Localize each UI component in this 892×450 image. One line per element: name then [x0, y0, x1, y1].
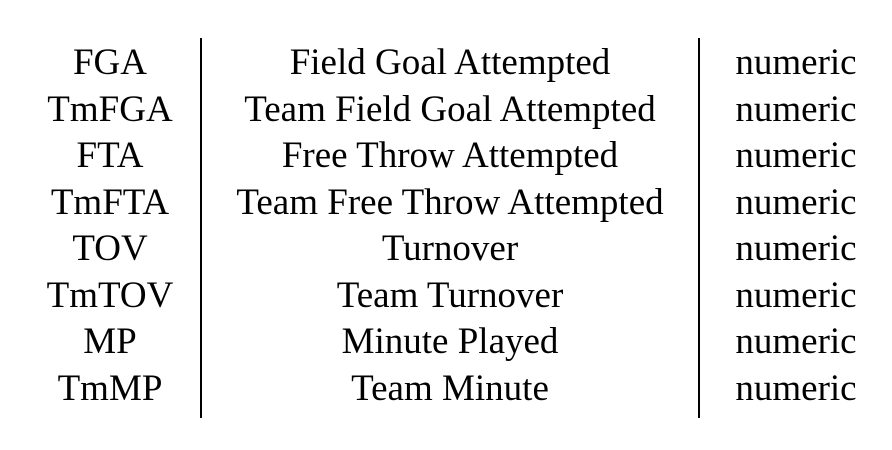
variable-type: numeric	[735, 367, 857, 409]
table-row: FGA Field Goal Attempted numeric	[0, 38, 892, 87]
variable-type: numeric	[735, 321, 857, 362]
variable-abbreviation: TmFTA	[0, 179, 202, 226]
variable-abbreviation: FGA	[0, 38, 202, 87]
variable-description: Minute Played	[201, 319, 700, 366]
table-row: MP Minute Played numeric	[0, 319, 892, 366]
variable-type: numeric	[735, 274, 857, 316]
table-row: TmFGA Team Field Goal Attempted numeric	[0, 86, 892, 133]
variable-description: Team Turnover	[201, 272, 700, 319]
variable-type: numeric	[735, 42, 857, 83]
variable-abbreviation: TOV	[0, 226, 202, 273]
variable-description: Team Minute	[201, 365, 700, 418]
variable-abbreviation: FTA	[0, 133, 202, 180]
variable-table-container: FGA Field Goal Attempted numeric TmFGA T…	[0, 38, 892, 418]
table-row: TOV Turnover numeric	[0, 226, 892, 273]
table-row: TmMP Team Minute numeric	[0, 365, 892, 418]
variable-type: numeric	[735, 181, 857, 223]
table-row: FTA Free Throw Attempted numeric	[0, 133, 892, 180]
variable-description: Field Goal Attempted	[201, 38, 700, 87]
variable-abbreviation: TmMP	[0, 365, 202, 418]
variable-type: numeric	[735, 135, 857, 176]
variable-type: numeric	[735, 228, 857, 269]
variable-type: numeric	[735, 88, 857, 130]
variable-description: Turnover	[201, 226, 700, 273]
variable-table: FGA Field Goal Attempted numeric TmFGA T…	[0, 38, 892, 418]
variable-abbreviation: TmTOV	[0, 272, 202, 319]
variable-description: Team Free Throw Attempted	[201, 179, 700, 226]
variable-abbreviation: MP	[0, 319, 202, 366]
variable-description: Free Throw Attempted	[201, 133, 700, 180]
table-row: TmFTA Team Free Throw Attempted numeric	[0, 179, 892, 226]
variable-abbreviation: TmFGA	[0, 86, 202, 133]
table-row: TmTOV Team Turnover numeric	[0, 272, 892, 319]
variable-description: Team Field Goal Attempted	[201, 86, 700, 133]
